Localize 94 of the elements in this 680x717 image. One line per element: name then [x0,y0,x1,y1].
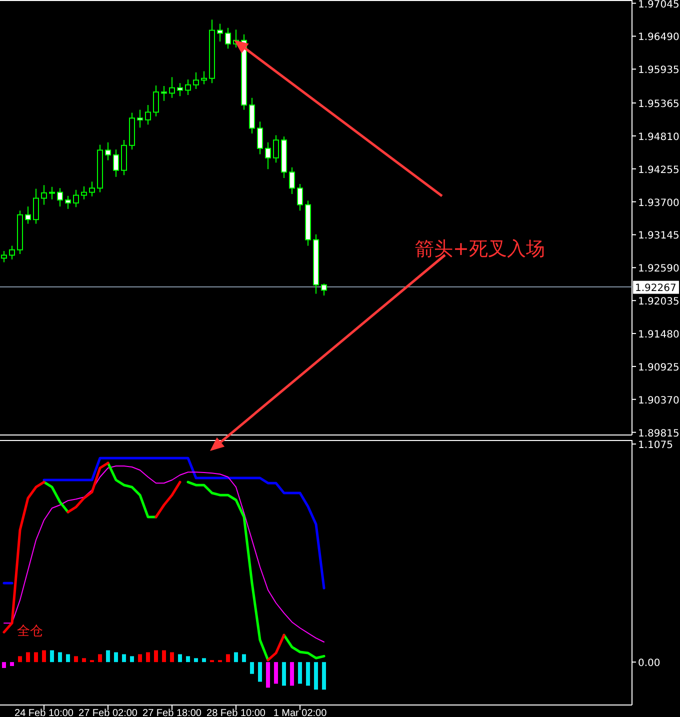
y-tick-label: 1.97045 [638,0,680,10]
bar [266,662,270,688]
bar [274,662,278,684]
ref-line-label: 1.92267 [635,282,676,294]
candlestick [65,195,71,210]
annotation: 箭头+死叉入场 [415,238,545,260]
candlestick [89,181,95,197]
candlestick [201,70,207,85]
bar [74,656,78,662]
bar [178,654,182,662]
bar [306,662,310,686]
bar [10,662,14,666]
bar [170,652,174,662]
x-tick-label: 1 Mar 02:00 [273,708,328,717]
bar [162,650,166,662]
candlestick [105,142,111,161]
bar [258,662,262,682]
bar [2,662,6,668]
candlestick [25,206,31,224]
candlestick [265,142,271,170]
bar [106,650,110,662]
x-tick-label: 27 Feb 02:00 [78,708,138,717]
candlestick [217,23,223,42]
bar [82,658,86,662]
bar [202,658,206,662]
bar [226,654,230,662]
candlestick [225,27,231,50]
bar [298,662,302,684]
candlestick [33,188,39,224]
bar [42,650,46,662]
candlestick [49,186,55,200]
candlestick [169,76,175,98]
bar [26,652,30,662]
y-tick-label: 1.94255 [638,164,680,176]
bar [50,650,54,662]
bar [194,658,198,662]
y-tick-label: 1.90925 [638,362,680,374]
bar [34,652,38,662]
bar [98,654,102,662]
bar [146,652,150,662]
x-tick-label: 24 Feb 10:00 [14,708,74,717]
bar [114,652,118,662]
candlestick [193,72,199,90]
bar [290,662,294,686]
candlestick [113,149,119,178]
y-tick-label: 1.1075 [638,440,673,452]
candlestick [9,245,15,260]
candlestick [145,104,151,126]
annotation: 全仓 [17,624,43,639]
candlestick [41,184,47,206]
candlestick [73,189,79,208]
y-tick-label: 1.90370 [638,395,680,406]
y-tick-label: 1.95935 [638,65,680,76]
bar [234,652,238,662]
bar [130,656,134,662]
y-tick-label: 1.93700 [638,198,680,209]
y-tick-label: 0.00 [638,658,660,670]
candlestick [297,183,303,212]
candlestick [257,121,263,155]
bar [18,656,22,662]
candlestick [249,97,255,134]
bar [122,654,126,662]
y-tick-label: 1.92590 [638,264,680,275]
candlestick [185,79,191,96]
bar [58,652,62,662]
bar [250,662,254,674]
candlestick [321,283,327,296]
bar [138,654,142,662]
candlestick [273,134,279,164]
candlestick [177,82,183,97]
bar [282,662,286,686]
y-tick-label: 1.95365 [638,98,680,110]
bar [242,654,246,662]
y-tick-label: 1.96490 [638,32,680,44]
y-tick-label: 1.91480 [638,330,680,341]
y-tick-label: 1.89815 [638,428,680,440]
line-series [4,466,324,642]
bar [186,656,190,662]
bar [66,654,70,662]
candlestick [289,166,295,195]
candlestick [57,188,63,208]
bar [154,650,158,662]
candlestick [161,86,167,102]
bar [322,662,326,690]
x-tick-label: 27 Feb 18:00 [142,708,202,717]
bar [314,662,318,690]
y-tick-label: 1.93145 [638,230,680,242]
candlestick [81,186,87,200]
y-tick-label: 1.94810 [638,132,680,143]
x-tick-label: 28 Feb 10:00 [206,708,266,717]
candlestick [153,84,159,117]
candlestick [1,250,7,263]
y-tick-label: 1.92035 [638,296,680,308]
candlestick [137,109,143,128]
